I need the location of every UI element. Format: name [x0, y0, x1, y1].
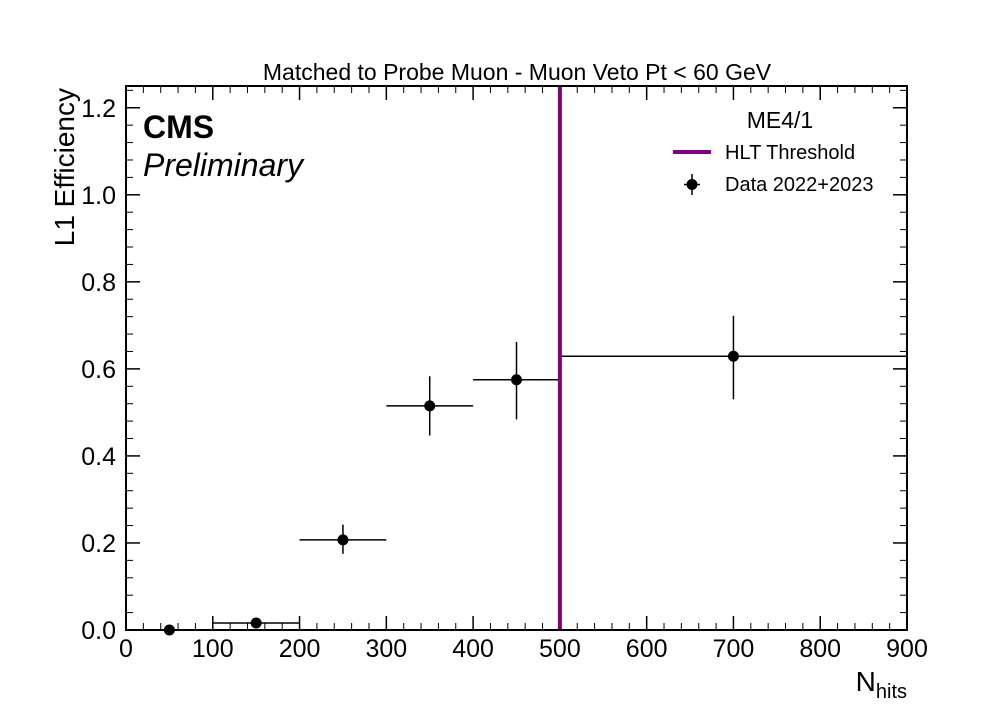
svg-text:Nhits: Nhits — [856, 666, 907, 703]
x-tick-label: 0 — [119, 635, 133, 663]
x-tick-label: 300 — [365, 635, 407, 663]
legend-threshold-label: HLT Threshold — [725, 142, 855, 164]
y-tick-label: 0.2 — [81, 530, 116, 558]
x-axis-label: Nhits — [856, 666, 907, 703]
y-tick-label: 1.0 — [81, 182, 116, 210]
ticks-layer: 0 100 200 300 400 500 600 700 800 900 0.0 0.2 0.4 0.6… — [81, 86, 928, 663]
x-tick-label: 800 — [799, 635, 841, 663]
x-axis-label-main: N — [856, 666, 876, 697]
x-tick-label: 600 — [626, 635, 668, 663]
x-tick-label: 500 — [539, 635, 581, 663]
data-point — [473, 341, 560, 420]
data-layer — [126, 86, 907, 636]
preliminary-label: Preliminary — [143, 147, 305, 183]
data-point — [212, 617, 300, 629]
data-point — [299, 524, 387, 554]
data-marker — [727, 350, 739, 362]
y-tick-label: 1.2 — [81, 95, 116, 123]
data-marker — [511, 374, 522, 386]
y-tick-label: 0.6 — [81, 356, 116, 384]
chart-title: Matched to Probe Muon - Muon Veto Pt < 6… — [263, 59, 772, 85]
legend-data-label: Data 2022+2023 — [725, 174, 873, 196]
x-tick-label: 900 — [886, 635, 928, 663]
data-point — [386, 376, 474, 436]
x-tick-label: 700 — [713, 635, 755, 663]
cms-label: CMS — [143, 109, 214, 145]
y-tick-label: 0.8 — [81, 269, 116, 297]
y-axis-label: L1 Efficiency — [49, 88, 80, 246]
legend: ME4/1 HLT Threshold Data 2022+2023 — [673, 107, 873, 196]
x-tick-label: 100 — [192, 635, 234, 663]
plot-frame — [125, 85, 908, 631]
data-point — [559, 315, 907, 400]
x-axis-label-sub: hits — [876, 681, 907, 703]
x-tick-label: 200 — [279, 635, 321, 663]
x-tick-label: 400 — [452, 635, 494, 663]
legend-data-swatch — [684, 174, 700, 195]
y-tick-label: 0.0 — [81, 617, 116, 645]
data-marker — [337, 534, 349, 546]
data-marker — [424, 400, 436, 412]
y-tick-label: 0.4 — [81, 443, 116, 471]
data-marker — [250, 617, 262, 629]
legend-title: ME4/1 — [747, 107, 813, 133]
